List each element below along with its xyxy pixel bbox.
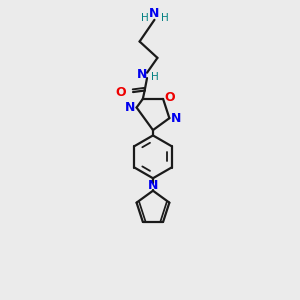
Text: N: N <box>171 112 181 125</box>
Text: N: N <box>136 68 147 81</box>
Text: N: N <box>125 101 135 114</box>
Text: H: H <box>141 13 149 23</box>
Text: N: N <box>149 7 160 20</box>
Text: O: O <box>116 85 127 98</box>
Text: H: H <box>161 13 169 23</box>
Text: O: O <box>164 91 175 104</box>
Text: H: H <box>152 72 159 82</box>
Text: N: N <box>148 179 158 192</box>
